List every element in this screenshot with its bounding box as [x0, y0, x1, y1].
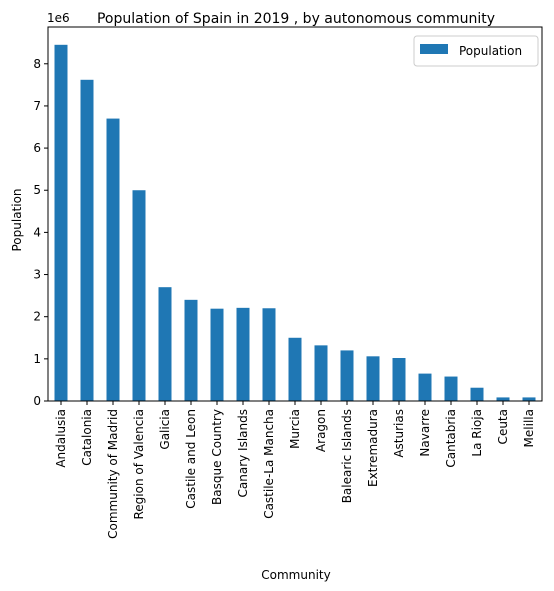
- x-tick-label: Navarre: [418, 409, 432, 457]
- bar-navarre: [418, 373, 432, 401]
- x-tick-label: Andalusia: [54, 409, 68, 468]
- bar-asturias: [392, 358, 406, 401]
- x-tick-label: Basque Country: [210, 409, 224, 505]
- y-tick-label: 5: [33, 183, 41, 197]
- bar-basque-country: [210, 308, 224, 401]
- bar-community-of-madrid: [106, 118, 120, 401]
- y-axis-ticks: 0 1 2 3 4 5 6 7 8: [33, 57, 48, 408]
- bar-murcia: [288, 337, 302, 401]
- y-tick-label: 0: [33, 394, 41, 408]
- legend-box: [413, 35, 539, 67]
- bar-melilla: [522, 397, 536, 401]
- bar-extremadura: [366, 356, 380, 401]
- y-tick-label: 6: [33, 141, 41, 155]
- x-tick-label: Galicia: [158, 409, 172, 450]
- bar-balearic-islands: [340, 350, 354, 401]
- bar-cantabria: [444, 376, 458, 401]
- x-tick-label: Aragon: [314, 409, 328, 452]
- bar-catalonia: [80, 79, 94, 402]
- bar-canary-islands: [236, 307, 250, 401]
- plot-frame: [47, 26, 543, 402]
- y-tick-label: 1: [33, 352, 41, 366]
- bars-group: [54, 44, 536, 402]
- bar-la-rioja: [470, 387, 484, 401]
- x-tick-label: Canary Islands: [236, 409, 250, 498]
- x-axis-ticks: Andalusia Catalonia Community of Madrid Reg…: [54, 401, 536, 539]
- x-tick-label: Region of Valencia: [132, 409, 146, 520]
- chart-title: Population of Spain in 2019 , by autonom…: [97, 11, 495, 27]
- x-tick-label: Asturias: [392, 409, 406, 458]
- legend-label: Population: [459, 44, 522, 58]
- bar-aragon: [314, 345, 328, 401]
- x-tick-label: Ceuta: [496, 409, 510, 444]
- y-tick-label: 2: [33, 310, 41, 324]
- x-tick-label: Cantabria: [444, 409, 458, 468]
- x-tick-label: Melilla: [522, 409, 536, 447]
- x-tick-label: Catalonia: [80, 409, 94, 466]
- x-tick-label: Castile-La Mancha: [262, 409, 276, 519]
- bar-ceuta: [496, 397, 510, 401]
- x-tick-label: Murcia: [288, 409, 302, 449]
- legend-swatch: [420, 44, 448, 54]
- x-tick-label: La Rioja: [470, 409, 484, 457]
- x-axis-label: Community: [261, 568, 330, 582]
- x-tick-label: Balearic Islands: [340, 409, 354, 503]
- y-tick-label: 3: [33, 268, 41, 282]
- y-tick-label: 8: [33, 57, 41, 71]
- legend: Population: [413, 35, 539, 67]
- x-tick-label: Extremadura: [366, 409, 380, 487]
- x-tick-label: Castile and Leon: [184, 409, 198, 509]
- bar-castile-la-mancha: [262, 308, 276, 401]
- x-tick-label: Community of Madrid: [106, 409, 120, 539]
- y-tick-label: 7: [33, 99, 41, 113]
- bar-castile-and-leon: [184, 299, 198, 401]
- bar-region-of-valencia: [132, 190, 146, 401]
- y-tick-label: 4: [33, 225, 41, 239]
- y-offset-text: 1e6: [47, 11, 70, 25]
- bar-galicia: [158, 287, 172, 401]
- bar-andalusia: [54, 44, 68, 402]
- y-axis-label: Population: [10, 188, 24, 251]
